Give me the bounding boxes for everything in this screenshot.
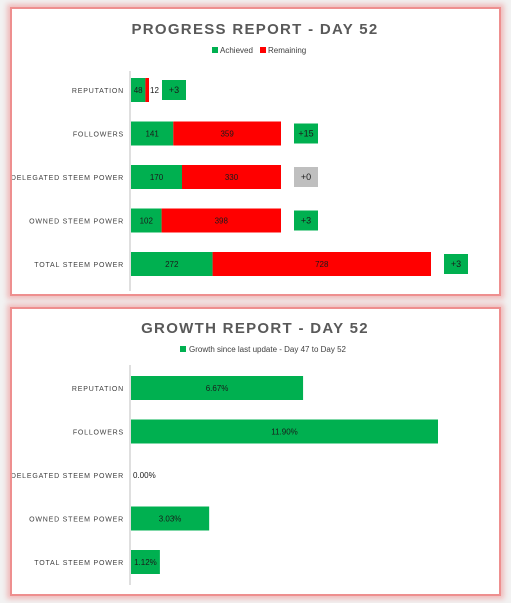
bar-growth-followers <box>131 419 438 444</box>
legend-swatch-growth <box>180 346 186 352</box>
category-label-total-steem-power: TOTAL STEEM POWER <box>34 560 124 567</box>
bar-remaining-followers <box>173 121 281 146</box>
delta-label-total-steem-power: +3 <box>451 259 461 269</box>
chart-marks: REPUTATION 6.67% FOLLOWERS 11.90% DELEGATED … <box>12 376 438 574</box>
data-label-remaining-reputation: 12 <box>150 86 159 95</box>
data-label-growth-reputation: 6.67% <box>206 384 229 393</box>
bar-achieved-owned-steem-power <box>131 208 162 233</box>
progress-report-chart: PROGRESS REPORT - DAY 52 Achieved Remaini… <box>12 21 468 291</box>
data-label-remaining-delegated-steem-power: 330 <box>225 173 239 182</box>
chart-title: GROWTH REPORT - DAY 52 <box>141 320 369 337</box>
category-label-owned-steem-power: OWNED STEEM POWER <box>29 219 124 226</box>
bar-achieved-total-steem-power <box>131 252 213 276</box>
legend-label-remaining: Remaining <box>268 46 306 55</box>
delta-label-delegated-steem-power: +0 <box>301 172 311 182</box>
chart-marks: REPUTATION 48 12 +3 FOLLOWERS 141 359 +15 DELEGA… <box>12 78 468 276</box>
progress-report-panel: PROGRESS REPORT - DAY 52 Achieved Remaini… <box>10 7 501 296</box>
chart-legend: Achieved Remaining <box>212 46 306 55</box>
bar-remaining-owned-steem-power <box>161 208 281 233</box>
category-label-total-steem-power: TOTAL STEEM POWER <box>34 262 124 269</box>
data-label-achieved-owned-steem-power: 102 <box>140 217 154 226</box>
category-label-owned-steem-power: OWNED STEEM POWER <box>29 517 124 524</box>
bar-remaining-reputation <box>145 78 149 102</box>
bar-achieved-followers <box>131 121 174 146</box>
data-label-achieved-followers: 141 <box>145 130 159 139</box>
category-label-delegated-steem-power: DELEGATED STEEM POWER <box>12 175 124 182</box>
category-label-reputation: REPUTATION <box>72 88 124 95</box>
category-label-delegated-steem-power: DELEGATED STEEM POWER <box>12 473 124 480</box>
bar-remaining-total-steem-power <box>212 252 431 276</box>
delta-label-reputation: +3 <box>169 85 179 95</box>
bar-growth-reputation <box>131 376 304 400</box>
data-label-remaining-total-steem-power: 728 <box>315 260 329 269</box>
data-label-growth-total-steem-power: 1.12% <box>134 558 157 567</box>
category-label-followers: FOLLOWERS <box>73 132 124 139</box>
legend-swatch-remaining <box>260 47 266 53</box>
growth-report-chart: GROWTH REPORT - DAY 52 Growth since last… <box>12 320 438 585</box>
data-label-growth-owned-steem-power: 3.03% <box>159 515 182 524</box>
chart-title: PROGRESS REPORT - DAY 52 <box>131 21 378 38</box>
delta-badge-delegated-steem-power <box>294 167 318 187</box>
data-label-remaining-owned-steem-power: 398 <box>215 217 229 226</box>
legend-label-growth: Growth since last update - Day 47 to Day… <box>189 345 347 354</box>
data-label-achieved-reputation: 48 <box>134 86 143 95</box>
growth-report-panel: GROWTH REPORT - DAY 52 Growth since last… <box>10 307 501 596</box>
bar-achieved-delegated-steem-power <box>131 165 182 189</box>
delta-badge-total-steem-power <box>444 254 468 274</box>
delta-badge-owned-steem-power <box>294 210 318 231</box>
data-label-achieved-total-steem-power: 272 <box>165 260 179 269</box>
bar-achieved-reputation <box>131 78 146 102</box>
category-label-reputation: REPUTATION <box>72 386 124 393</box>
category-label-followers: FOLLOWERS <box>73 430 124 437</box>
bar-growth-owned-steem-power <box>131 506 210 531</box>
delta-label-followers: +15 <box>298 129 313 139</box>
data-label-remaining-followers: 359 <box>220 130 234 139</box>
data-label-growth-followers: 11.90% <box>271 428 298 437</box>
delta-badge-followers <box>294 123 318 144</box>
bar-growth-total-steem-power <box>131 550 160 574</box>
bar-remaining-delegated-steem-power <box>182 165 281 189</box>
data-label-achieved-delegated-steem-power: 170 <box>150 173 164 182</box>
delta-label-owned-steem-power: +3 <box>301 216 311 226</box>
data-label-growth-delegated-steem-power: 0.00% <box>133 471 156 480</box>
chart-legend: Growth since last update - Day 47 to Day… <box>180 345 347 354</box>
delta-badge-reputation <box>162 80 186 100</box>
legend-label-achieved: Achieved <box>220 46 253 55</box>
legend-swatch-achieved <box>212 47 218 53</box>
